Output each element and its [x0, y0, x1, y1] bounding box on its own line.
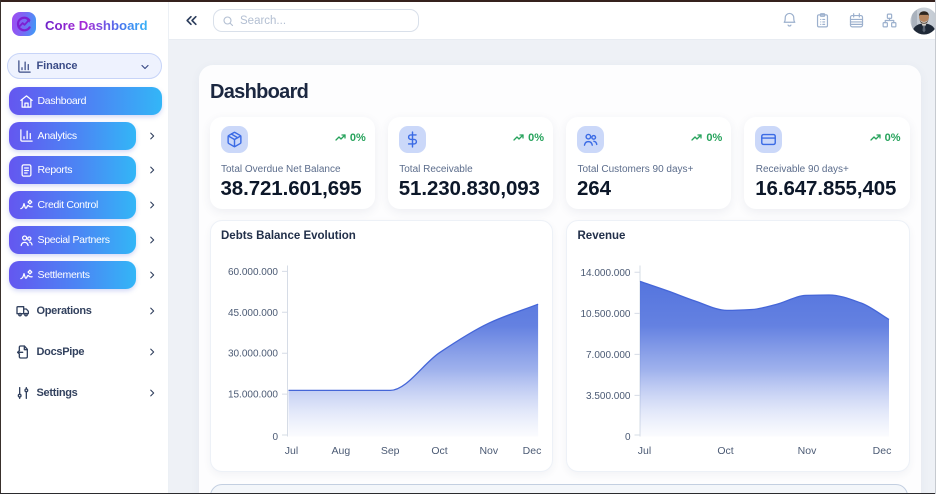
svg-text:Oct: Oct [717, 445, 733, 457]
svg-text:Sep: Sep [380, 445, 399, 457]
svg-text:10.500.000: 10.500.000 [580, 309, 630, 320]
svg-text:Jul: Jul [284, 445, 297, 457]
svg-text:Nov: Nov [798, 445, 817, 457]
svg-text:Nov: Nov [479, 445, 498, 457]
svg-text:7.000.000: 7.000.000 [586, 350, 631, 361]
svg-text:15.000.000: 15.000.000 [227, 390, 277, 401]
svg-text:Oct: Oct [431, 445, 447, 457]
svg-text:0: 0 [625, 432, 631, 443]
svg-text:Aug: Aug [331, 445, 350, 457]
svg-text:Jul: Jul [638, 445, 651, 457]
svg-text:3.500.000: 3.500.000 [586, 391, 631, 402]
svg-text:0: 0 [272, 432, 278, 443]
svg-text:60.000.000: 60.000.000 [227, 267, 277, 278]
svg-text:45.000.000: 45.000.000 [227, 308, 277, 319]
svg-text:30.000.000: 30.000.000 [227, 349, 277, 360]
svg-text:Dec: Dec [522, 445, 541, 457]
svg-text:Dec: Dec [873, 445, 892, 457]
svg-text:14.000.000: 14.000.000 [580, 268, 630, 279]
